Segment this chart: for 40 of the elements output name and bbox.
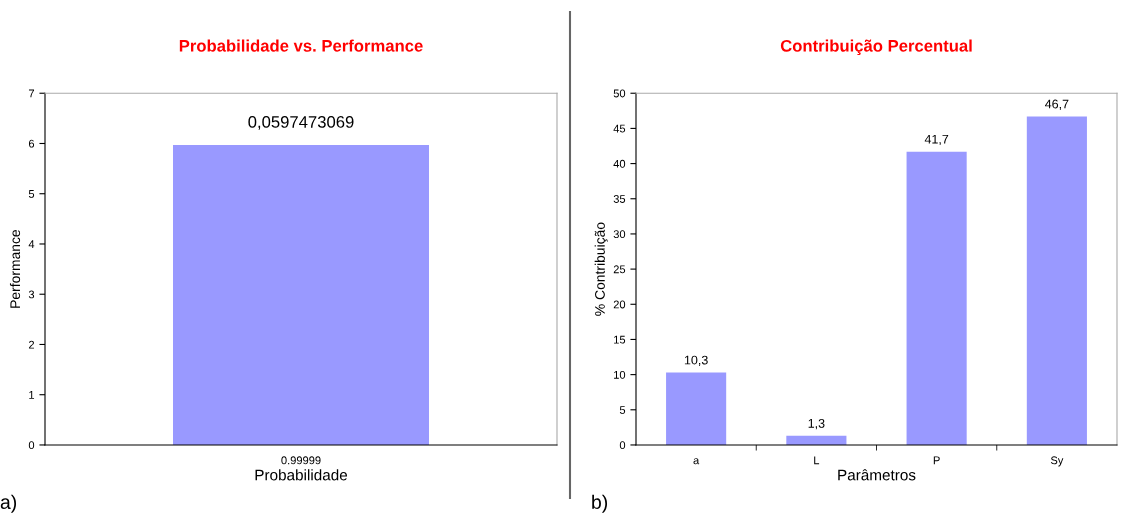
data-label: 41,7 <box>924 134 949 146</box>
chart-title: Contribuição Percentual <box>780 39 972 56</box>
y-tick-label: 3 <box>28 290 35 299</box>
annotation: 0,0597473069 <box>248 116 354 130</box>
y-tick-label: 35 <box>613 195 626 203</box>
y-tick-label: 45 <box>613 124 626 133</box>
bar <box>666 372 727 445</box>
y-tick-label: 15 <box>614 335 626 344</box>
x-tick-label: P <box>933 456 940 465</box>
y-tick-label: 7 <box>28 89 35 98</box>
x-tick-label: 0.99999 <box>281 456 321 465</box>
x-tick-label: Sy <box>1050 456 1064 467</box>
y-tick-label: 4 <box>28 240 35 248</box>
y-tick-label: 30 <box>613 230 626 239</box>
text: b) <box>592 494 608 513</box>
bar <box>1026 116 1087 445</box>
data-label: 10,3 <box>684 355 708 366</box>
y-tick-label: 5 <box>619 406 626 414</box>
bar <box>906 151 967 445</box>
y-tick-label: 5 <box>28 190 35 198</box>
y-tick-label: 2 <box>28 340 35 349</box>
y-tick-label: 0 <box>619 441 626 450</box>
data-label: 46,7 <box>1045 99 1069 110</box>
y-tick-label: 50 <box>613 89 626 98</box>
y-tick-label: 40 <box>613 159 626 168</box>
y-tick-label: 25 <box>613 265 626 274</box>
y-axis-title: % Contribuição <box>594 222 608 316</box>
x-tick-label: L <box>814 456 820 465</box>
text: a) <box>0 494 17 513</box>
chart-title: Probabilidade vs. Performance <box>179 39 423 52</box>
y-tick-label: 6 <box>28 139 35 148</box>
y-tick-label: 10 <box>614 370 626 379</box>
y-tick-label: 0 <box>28 441 35 450</box>
data-label: 1,3 <box>808 418 825 430</box>
y-tick-label: 20 <box>613 300 626 309</box>
y-axis-title: Performance <box>9 229 21 308</box>
x-tick-label: a <box>693 458 700 465</box>
x-axis-title: Probabilidade <box>255 469 348 481</box>
y-tick-label: 1 <box>29 391 35 399</box>
x-axis-title: Parâmetros <box>838 469 916 481</box>
